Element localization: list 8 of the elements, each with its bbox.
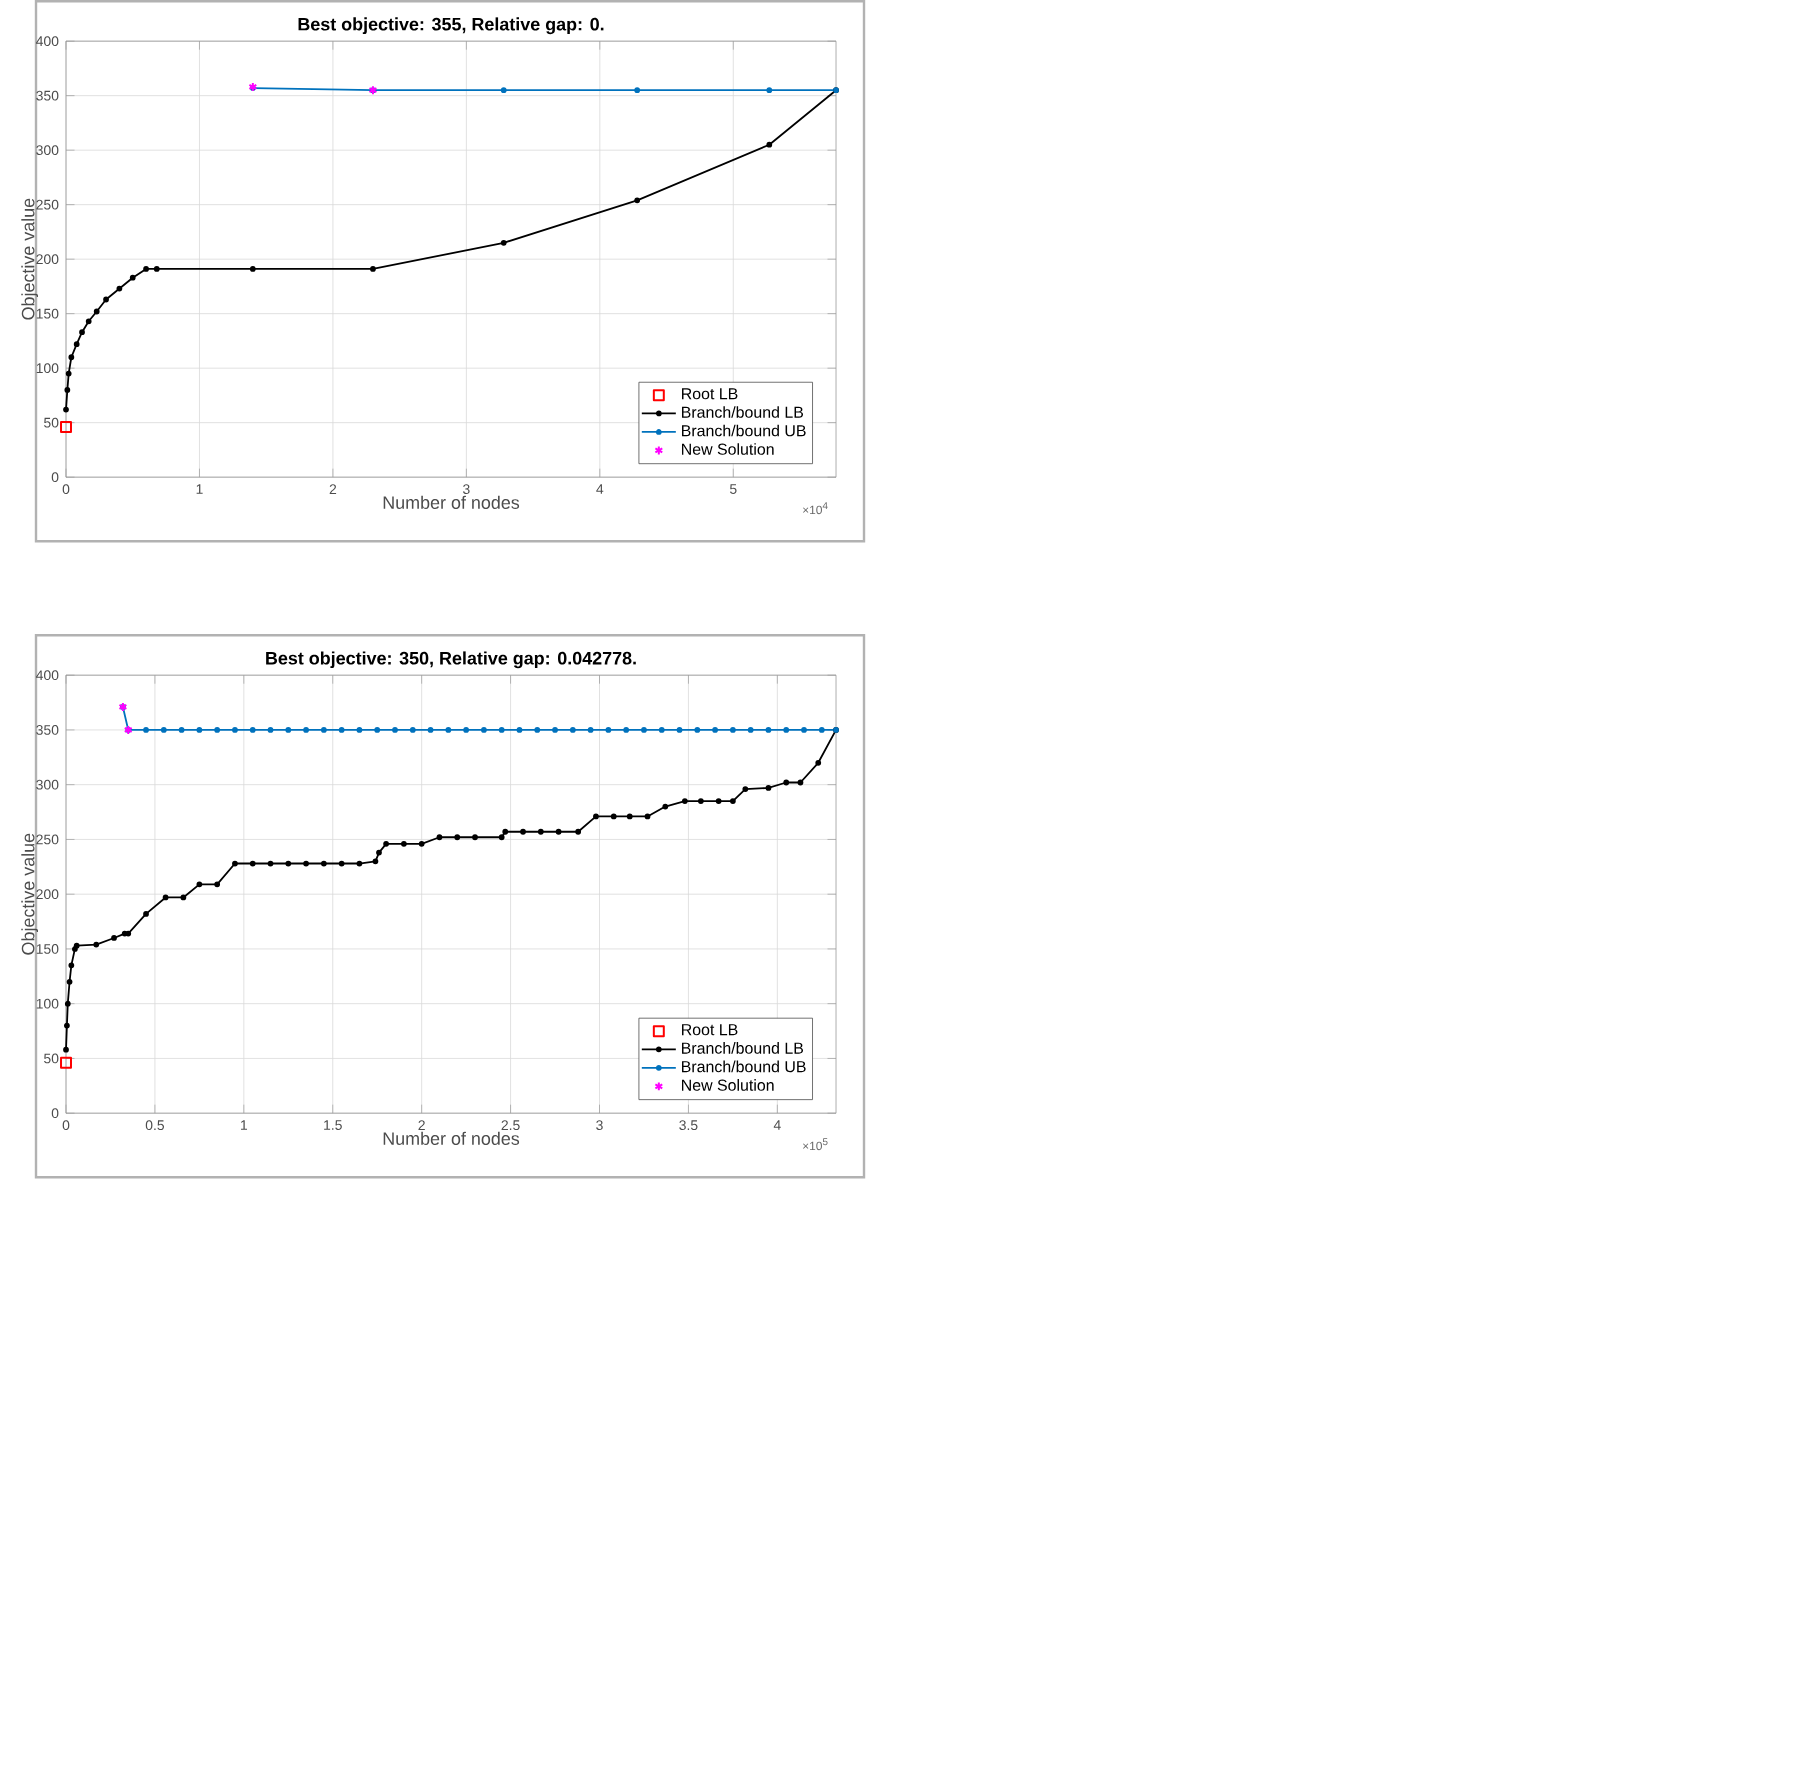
point	[60, 421, 72, 434]
y-axis-title: Objective value	[21, 199, 39, 321]
x-axis-title: Number of nodes	[383, 496, 520, 510]
chart-title: Best objective: 350, Relative gap: 0.042778.	[266, 651, 636, 669]
y-axis-title: Objective value	[21, 834, 39, 956]
point	[60, 1057, 72, 1070]
x-axis-title: Number of nodes	[383, 1132, 520, 1146]
chart-title: Best objective: 355, Relative gap: 0.	[298, 17, 604, 35]
